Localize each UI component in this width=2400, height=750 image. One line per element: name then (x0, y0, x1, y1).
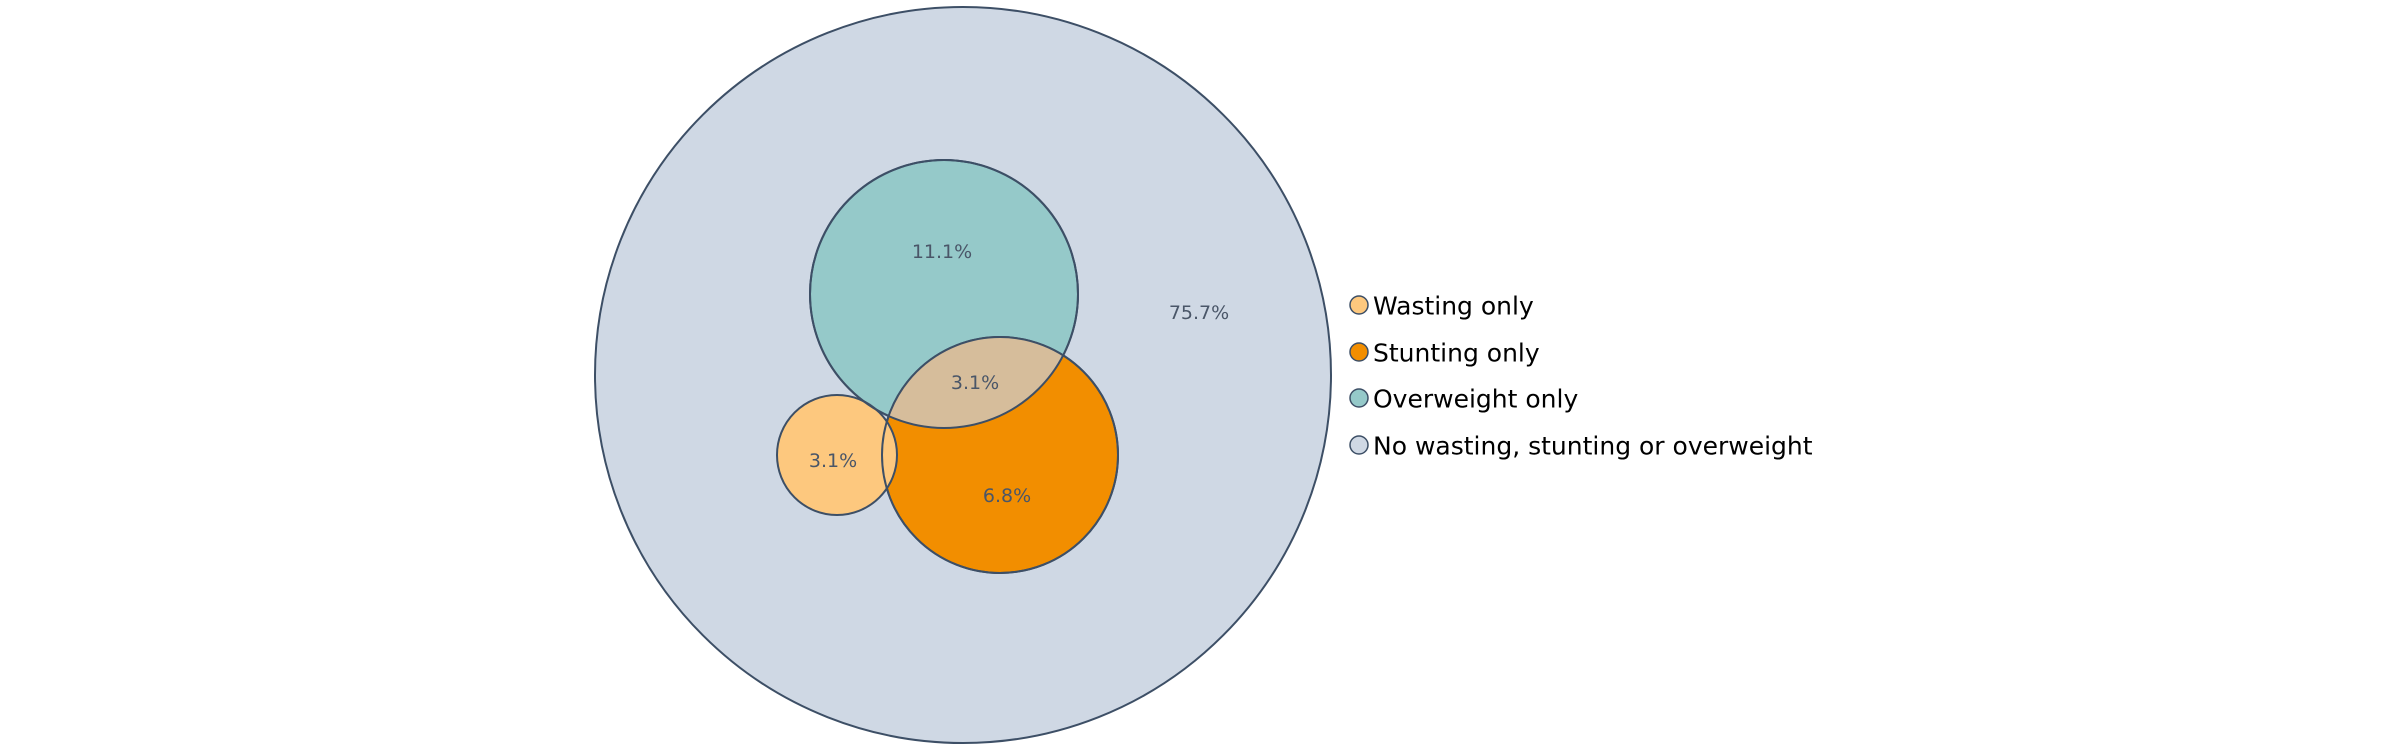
label-overweight-only: 11.1% (912, 241, 972, 263)
legend-marker-stunting (1349, 342, 1369, 362)
venn-area (594, 6, 1332, 744)
legend-item-stunting: Stunting only (1349, 339, 1540, 368)
legend-item-overweight: Overweight only (1349, 385, 1578, 414)
label-overweight-stunting-overlap: 3.1% (951, 372, 999, 394)
legend-item-wasting: Wasting only (1349, 292, 1534, 321)
outline-overweight (809, 159, 1079, 429)
legend-marker-wasting (1349, 295, 1369, 315)
legend-label-stunting: Stunting only (1373, 339, 1540, 368)
label-wasting-only: 3.1% (809, 450, 857, 472)
region-labels: 75.7% 11.1% 3.1% 3.1% 6.8% (809, 241, 1229, 507)
label-stunting-only: 6.8% (983, 485, 1031, 507)
label-no-wasting-stunting-overweight: 75.7% (1169, 302, 1229, 324)
legend-label-overweight: Overweight only (1373, 385, 1578, 414)
outline-stunting (881, 336, 1119, 574)
legend-marker-none (1349, 435, 1369, 455)
legend-label-none: No wasting, stunting or overweight (1373, 432, 1813, 461)
legend-marker-overweight (1349, 388, 1369, 408)
legend: Wasting only Stunting only Overweight on… (1349, 292, 1813, 461)
legend-item-none: No wasting, stunting or overweight (1349, 432, 1813, 461)
circle-wasting (776, 394, 898, 516)
legend-label-wasting: Wasting only (1373, 292, 1534, 321)
